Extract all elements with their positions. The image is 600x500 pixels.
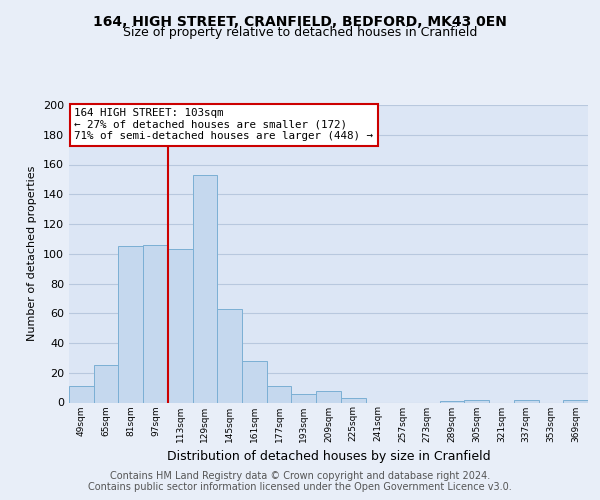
Bar [143,245,168,402]
Bar [267,386,292,402]
Text: 164, HIGH STREET, CRANFIELD, BEDFORD, MK43 0EN: 164, HIGH STREET, CRANFIELD, BEDFORD, MK… [93,15,507,29]
Bar [193,175,217,402]
Bar [563,400,588,402]
Bar [440,401,464,402]
Bar [168,250,193,402]
Bar [292,394,316,402]
Bar [341,398,365,402]
Y-axis label: Number of detached properties: Number of detached properties [28,166,37,342]
Bar [217,309,242,402]
Text: Contains HM Land Registry data © Crown copyright and database right 2024.: Contains HM Land Registry data © Crown c… [110,471,490,481]
Bar [69,386,94,402]
Text: 164 HIGH STREET: 103sqm
← 27% of detached houses are smaller (172)
71% of semi-d: 164 HIGH STREET: 103sqm ← 27% of detache… [74,108,373,141]
Bar [464,400,489,402]
Bar [316,390,341,402]
Bar [514,400,539,402]
Bar [118,246,143,402]
Text: Size of property relative to detached houses in Cranfield: Size of property relative to detached ho… [123,26,477,39]
Text: Contains public sector information licensed under the Open Government Licence v3: Contains public sector information licen… [88,482,512,492]
Bar [94,366,118,403]
X-axis label: Distribution of detached houses by size in Cranfield: Distribution of detached houses by size … [167,450,490,463]
Bar [242,361,267,403]
